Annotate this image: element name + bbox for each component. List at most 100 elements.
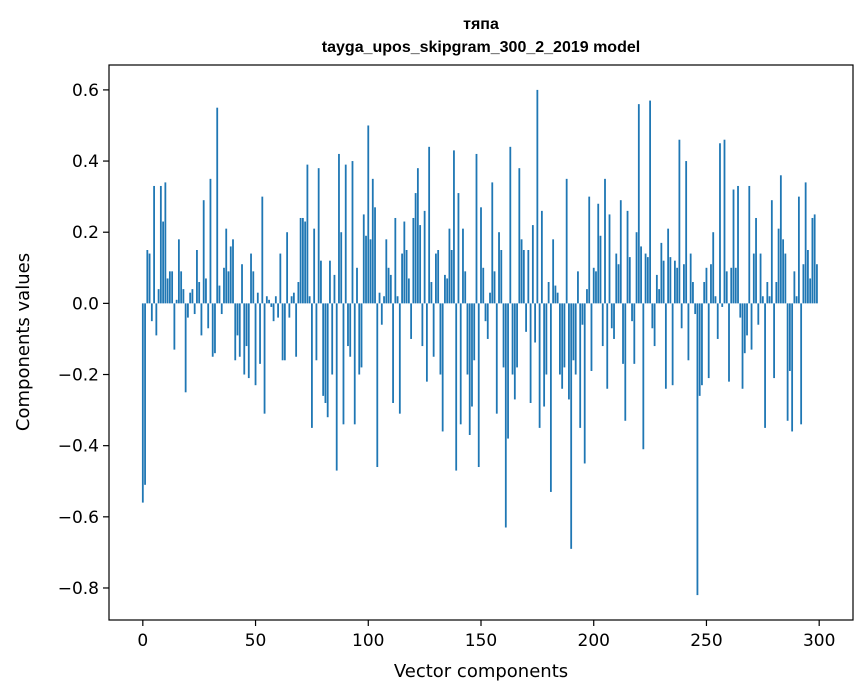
bar [518,168,521,304]
bar [651,303,654,329]
bar [329,260,331,304]
bar [202,200,205,304]
bar [671,303,674,386]
bar [750,303,753,350]
bar [259,303,261,364]
bar [148,253,151,304]
bar [389,274,392,304]
bar [468,303,471,435]
bar [338,153,340,304]
bar [320,260,322,304]
bar [367,125,370,304]
bar [401,253,403,304]
bar [187,303,189,318]
bar [507,303,509,439]
bar [568,303,570,400]
bar [811,217,814,304]
bar [144,303,146,485]
chart-subtitle: tayga_upos_skipgram_300_2_2019 model [322,39,640,56]
bar [439,303,442,375]
bar [649,100,651,304]
bar [362,214,365,304]
bar [768,296,771,304]
bar [308,296,311,304]
bar [218,285,221,304]
bar [292,292,295,304]
x-axis-ticks: 0 50 100 150 200 250 300 [137,620,835,651]
bar [549,303,552,492]
bar [547,282,550,304]
bar [340,232,343,304]
bar [786,303,789,421]
bar [430,282,433,304]
bar [162,221,165,304]
bar [802,264,805,304]
bar [299,217,302,304]
bar [184,303,187,393]
bar [220,303,223,315]
bar [317,168,320,304]
bar [313,228,316,304]
bar [398,303,401,414]
bar [200,303,203,336]
bar [356,267,358,304]
bar [155,303,158,336]
bar [471,303,473,407]
plot-frame [108,64,854,621]
bar [486,303,489,339]
bar [703,282,706,304]
bar [766,282,769,304]
bar [525,303,527,332]
y-tick-label: 0.2 [72,223,99,243]
bar [268,299,270,304]
bar [374,207,376,304]
bar [791,303,794,432]
y-axis-ticks: −0.8 −0.6 −0.4 −0.2 0.0 0.2 0.4 0.6 [58,81,109,599]
bar [797,196,800,304]
bar [660,242,663,304]
bar [477,303,480,468]
bar [448,228,451,304]
bar [466,303,469,375]
bar [759,253,762,304]
bar [450,250,453,304]
bar [263,303,266,414]
bar [701,303,703,386]
bar [254,303,257,386]
x-axis-label: Vector components [394,661,568,682]
bar [779,175,782,304]
bar [225,228,228,304]
bar [177,239,180,304]
bar [360,303,363,368]
bar [281,303,284,361]
bar [565,178,568,304]
bar [146,250,149,304]
bar [777,228,780,304]
bar [315,303,318,361]
bar [588,196,591,304]
bar [664,303,667,389]
bar [236,303,239,336]
bar [380,303,383,325]
bar [168,271,171,304]
bar [617,264,620,304]
bar [610,303,613,329]
bar [628,257,631,304]
bar [232,239,234,304]
bar [599,235,602,304]
x-tick-label: 150 [465,631,497,651]
bar [637,104,640,304]
bar [626,210,629,304]
bar [295,303,298,357]
x-tick-label: 0 [137,631,148,651]
bar [227,271,230,304]
bar [376,303,379,468]
bar [755,217,757,304]
bar [782,239,785,304]
bar [385,239,388,304]
bar [175,299,178,304]
bar [545,303,548,375]
bar [743,303,746,354]
bar [457,193,460,304]
bar [150,303,153,322]
